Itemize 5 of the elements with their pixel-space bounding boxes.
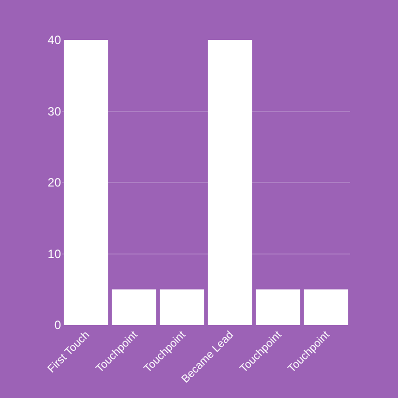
y-tick-label: 0 [54,318,62,332]
y-tick-label: 10 [48,246,62,261]
y-tick-label: 30 [48,104,62,118]
y-tick-label: 40 [48,33,62,48]
y-tick-label: 20 [48,176,62,190]
